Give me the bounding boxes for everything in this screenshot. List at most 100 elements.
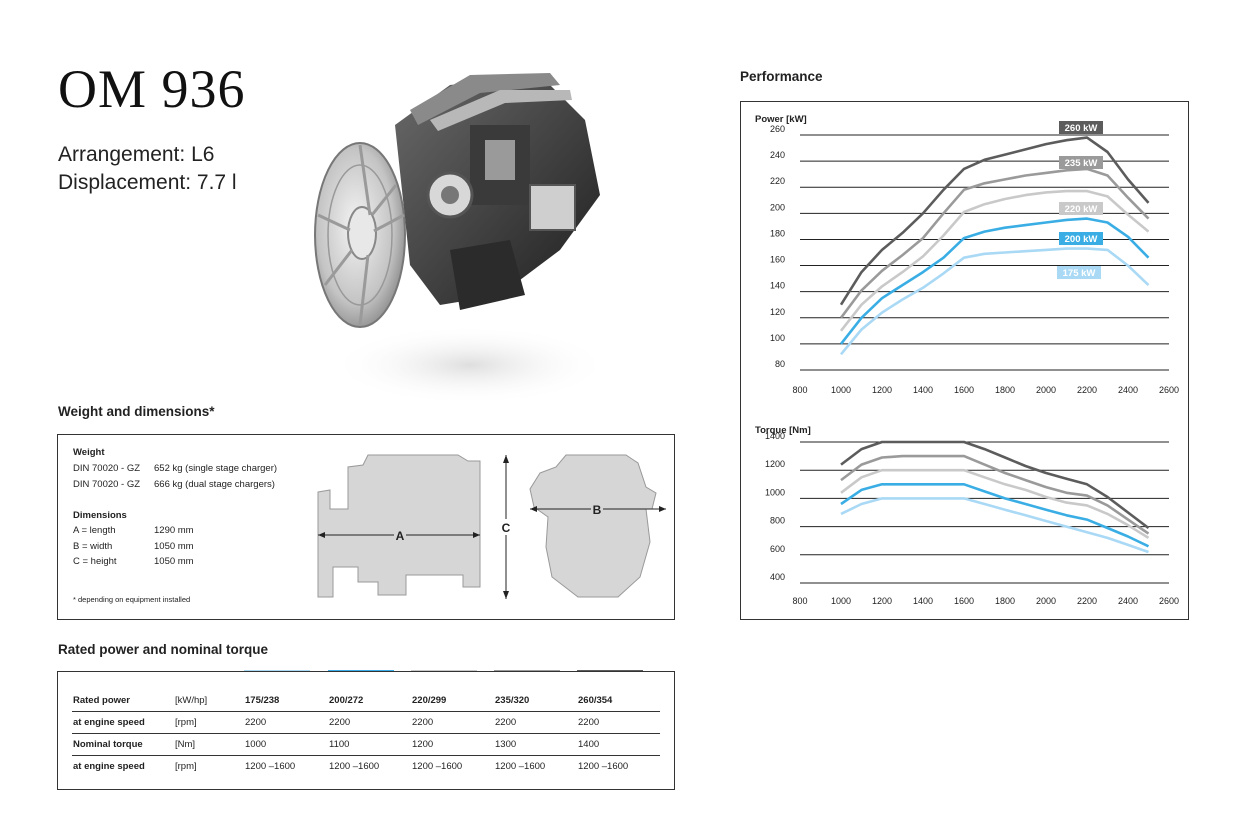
dimension-row-value: 1050 mm xyxy=(154,556,194,567)
series-label: 200 kW xyxy=(1065,234,1098,245)
series-line-235kw xyxy=(840,454,1150,535)
cell: 1400 xyxy=(578,739,600,750)
model-title: OM 936 xyxy=(58,59,246,119)
weight-dimensions-title: Weight and dimensions* xyxy=(58,404,215,419)
cell: 2200 xyxy=(412,717,434,728)
x-tick-label: 1600 xyxy=(954,385,974,395)
series-label-box xyxy=(1059,202,1103,215)
cell: 200/272 xyxy=(329,695,364,706)
series-line-220kw xyxy=(840,468,1150,540)
row-label: Rated power xyxy=(73,695,131,706)
dimension-b-label: B xyxy=(593,503,602,517)
series-label: 220 kW xyxy=(1065,204,1098,215)
series-line-220kw xyxy=(839,189,1150,332)
x-tick-label: 1000 xyxy=(831,596,851,606)
performance-charts: Power [kW] 80 100 120 140 160 180 200 220 240 260 8… xyxy=(755,114,1179,606)
series-label: 175 kW xyxy=(1063,268,1096,279)
dimension-diagram: A C B xyxy=(317,454,666,599)
cell: 1200 –1600 xyxy=(329,761,380,772)
rated-table: Rated power [kW/hp] 175/238 200/272 220/… xyxy=(57,671,675,790)
rated-title: Rated power and nominal torque xyxy=(58,642,269,657)
x-tick-label: 2600 xyxy=(1159,385,1179,395)
row-unit: [rpm] xyxy=(175,717,197,728)
series-label: 235 kW xyxy=(1065,158,1098,169)
x-tick-label: 2000 xyxy=(1036,385,1056,395)
row-label: at engine speed xyxy=(73,761,145,772)
y-tick-label: 260 xyxy=(770,124,785,134)
x-tick-label: 1400 xyxy=(913,385,933,395)
displacement-text: Displacement: 7.7 l xyxy=(58,171,237,194)
cell: 1000 xyxy=(245,739,267,750)
cell: 1300 xyxy=(495,739,517,750)
cell: 1200 –1600 xyxy=(245,761,296,772)
cell: 2200 xyxy=(329,717,351,728)
weight-row-value: 666 kg (dual stage chargers) xyxy=(154,479,275,490)
y-tick-label: 160 xyxy=(770,255,785,265)
cell: 175/238 xyxy=(245,695,280,706)
y-tick-label: 80 xyxy=(775,359,785,369)
series-line-200kw xyxy=(840,482,1150,548)
x-tick-label: 1000 xyxy=(831,385,851,395)
x-tick-label: 2600 xyxy=(1159,596,1179,606)
x-tick-label: 2000 xyxy=(1036,596,1056,606)
table-row: Nominal torque [Nm] 1000 1100 1200 1300 … xyxy=(72,733,660,756)
row-label: at engine speed xyxy=(73,717,145,728)
x-tick-label: 1200 xyxy=(872,596,892,606)
cell: 1200 –1600 xyxy=(578,761,629,772)
cell: 1200 –1600 xyxy=(495,761,546,772)
x-tick-label: 2200 xyxy=(1077,596,1097,606)
series-line-260kw xyxy=(840,440,1150,530)
x-tick-label: 1400 xyxy=(913,596,933,606)
series-label-box xyxy=(1057,266,1101,279)
y-tick-label: 800 xyxy=(770,516,785,526)
dimension-row-label: C = height xyxy=(73,556,117,567)
y-tick-label: 220 xyxy=(770,176,785,186)
x-tick-label: 1800 xyxy=(995,596,1015,606)
series-line-175kw xyxy=(839,247,1150,356)
row-unit: [Nm] xyxy=(175,739,196,750)
dimension-row-value: 1050 mm xyxy=(154,541,194,552)
series-label-box xyxy=(1059,121,1103,134)
dimension-row-value: 1290 mm xyxy=(154,525,194,536)
x-tick-label: 2400 xyxy=(1118,385,1138,395)
x-tick-label: 1800 xyxy=(995,385,1015,395)
y-tick-label: 600 xyxy=(770,544,785,554)
dimension-a-label: A xyxy=(396,529,405,543)
dimensions-heading: Dimensions xyxy=(73,510,127,521)
table-row: Rated power [kW/hp] 175/238 200/272 220/… xyxy=(72,689,660,712)
series-line-235kw xyxy=(839,167,1150,319)
x-tick-label: 1200 xyxy=(872,385,892,395)
y-tick-label: 100 xyxy=(770,333,785,343)
cell: 1200 xyxy=(412,739,434,750)
table-row: at engine speed [rpm] 1200 –1600 1200 –1… xyxy=(72,755,660,777)
x-tick-label: 1600 xyxy=(954,596,974,606)
cell: 235/320 xyxy=(495,695,530,706)
row-unit: [kW/hp] xyxy=(175,695,208,706)
y-tick-label: 1400 xyxy=(765,431,785,441)
performance-title: Performance xyxy=(740,69,823,84)
series-line-200kw xyxy=(839,217,1150,345)
row-label: Nominal torque xyxy=(73,739,143,750)
y-tick-label: 120 xyxy=(770,307,785,317)
engine-image xyxy=(300,65,630,410)
cell: 260/354 xyxy=(578,695,613,706)
cell: 2200 xyxy=(245,717,267,728)
dimension-row-label: A = length xyxy=(73,525,116,536)
x-tick-label: 800 xyxy=(792,596,807,606)
series-line-175kw xyxy=(840,497,1149,554)
y-tick-label: 400 xyxy=(770,572,785,582)
weight-row-label: DIN 70020 - GZ xyxy=(73,479,141,490)
weight-heading: Weight xyxy=(73,447,105,458)
dimension-c-label: C xyxy=(502,521,511,535)
footnote: * depending on equipment installed xyxy=(73,595,191,604)
series-label: 260 kW xyxy=(1065,123,1098,134)
x-tick-label: 2200 xyxy=(1077,385,1097,395)
cell: 2200 xyxy=(495,717,517,728)
weight-row-label: DIN 70020 - GZ xyxy=(73,463,141,474)
y-tick-label: 180 xyxy=(770,228,785,238)
y-tick-label: 200 xyxy=(770,202,785,212)
cell: 1100 xyxy=(329,739,350,750)
y-tick-label: 240 xyxy=(770,150,785,160)
cell: 1200 –1600 xyxy=(412,761,463,772)
performance-box: Power [kW] 80 100 120 140 160 180 200 220 240 260 8… xyxy=(740,101,1189,620)
